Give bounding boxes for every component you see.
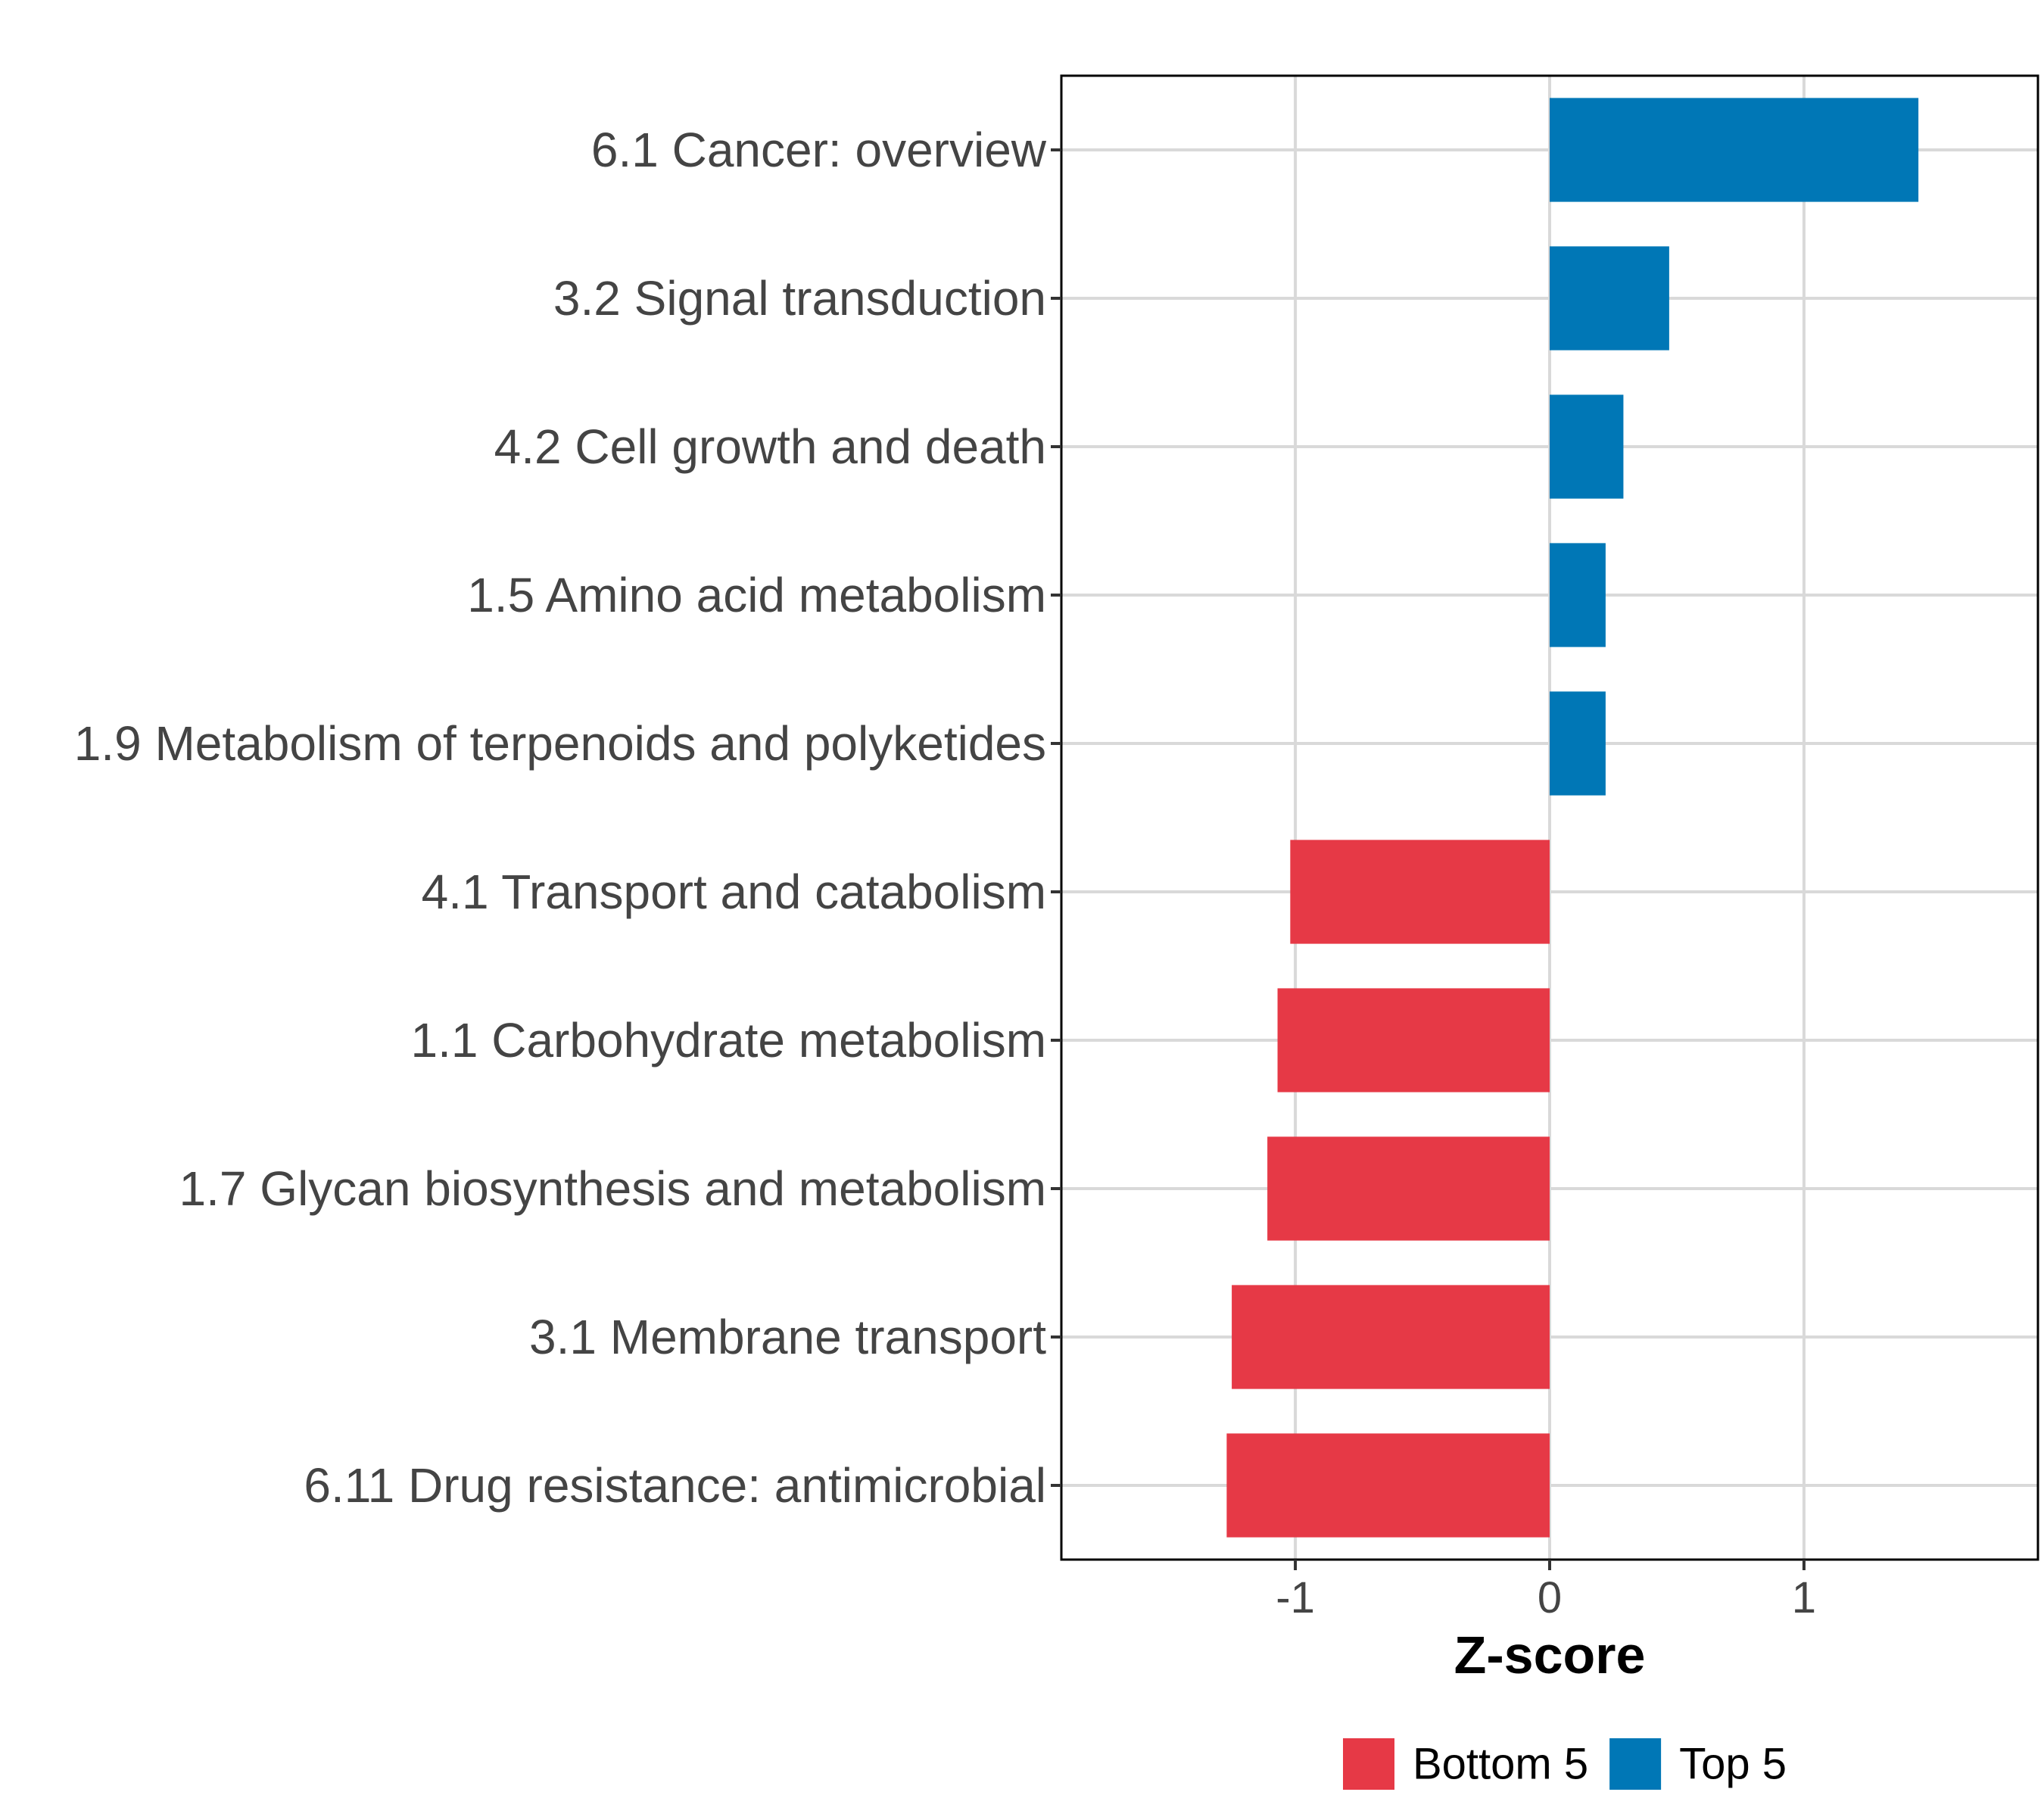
x-tick-label: 1 xyxy=(1792,1573,1816,1622)
x-tick-label: 0 xyxy=(1538,1573,1562,1622)
bars-layer xyxy=(1226,98,1919,1538)
x-axis: -1 0 1 xyxy=(1276,1560,1816,1622)
category-label: 4.2 Cell growth and death xyxy=(494,419,1046,474)
bar-5 xyxy=(1290,840,1550,944)
bar-0 xyxy=(1550,98,1919,202)
bar-1 xyxy=(1550,246,1669,351)
legend-label: Top 5 xyxy=(1679,1740,1787,1789)
x-axis-title: Z-score xyxy=(1454,1625,1646,1685)
legend: Bottom 5 Top 5 xyxy=(1342,1738,1787,1790)
legend-label: Bottom 5 xyxy=(1413,1740,1588,1789)
category-label: 1.5 Amino acid metabolism xyxy=(467,568,1046,622)
category-label: 3.1 Membrane transport xyxy=(529,1310,1046,1364)
category-label: 6.1 Cancer: overview xyxy=(591,123,1047,177)
bar-2 xyxy=(1550,394,1624,499)
category-label: 1.1 Carbohydrate metabolism xyxy=(410,1013,1046,1067)
bar-6 xyxy=(1277,988,1550,1092)
bar-4 xyxy=(1550,691,1606,796)
category-label: 1.7 Glycan biosynthesis and metabolism xyxy=(179,1161,1046,1216)
category-label: 1.9 Metabolism of terpenoids and polyket… xyxy=(74,716,1046,771)
category-label: 6.11 Drug resistance: antimicrobial xyxy=(304,1458,1046,1513)
x-tick-label: -1 xyxy=(1276,1573,1315,1622)
bar-3 xyxy=(1550,543,1606,647)
category-label: 4.1 Transport and catabolism xyxy=(422,865,1046,919)
legend-swatch-1 xyxy=(1609,1738,1662,1790)
y-axis: 6.1 Cancer: overview 3.2 Signal transduct… xyxy=(74,123,1061,1513)
bar-7 xyxy=(1267,1136,1550,1241)
bar-9 xyxy=(1226,1433,1550,1538)
category-label: 3.2 Signal transduction xyxy=(553,271,1046,326)
legend-swatch-0 xyxy=(1342,1738,1394,1790)
bar-8 xyxy=(1232,1285,1550,1389)
